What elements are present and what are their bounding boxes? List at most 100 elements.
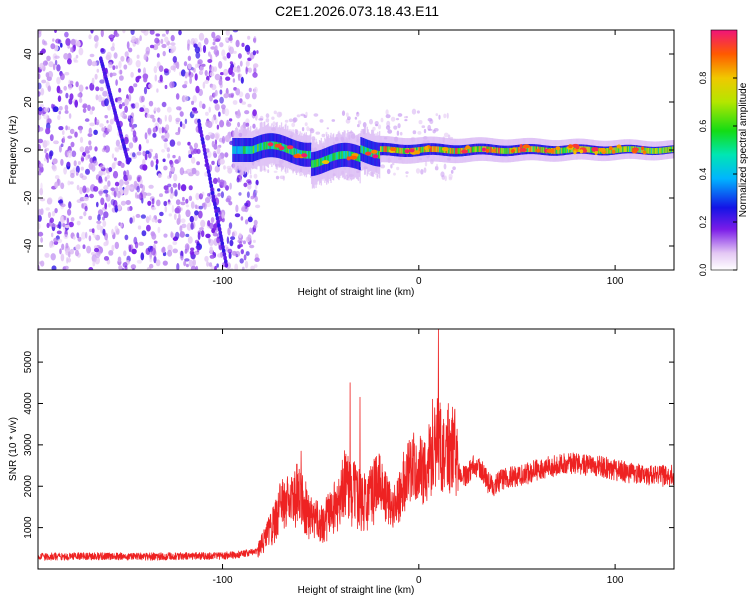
signal-hotspot	[519, 144, 523, 149]
signal-band-core	[374, 150, 376, 158]
noise-speckle	[229, 239, 234, 247]
noise-speckle	[162, 260, 168, 266]
noise-speckle	[223, 165, 226, 170]
noise-speckle	[183, 95, 189, 102]
noise-speckle	[89, 110, 94, 115]
noise-speckle	[377, 124, 382, 130]
noise-speckle	[159, 193, 163, 198]
noise-speckle	[205, 233, 211, 239]
noise-speckle	[76, 220, 81, 226]
signal-band-core	[403, 148, 405, 154]
signal-band-core	[251, 146, 254, 154]
signal-band-core	[259, 143, 261, 151]
noise-speckle	[138, 144, 142, 152]
signal-band-core	[433, 146, 435, 152]
noise-speckle	[145, 150, 150, 155]
noise-speckle	[153, 240, 158, 244]
signal-band-core	[379, 150, 381, 159]
signal-band-core	[643, 147, 645, 154]
signal-band-core	[541, 147, 543, 153]
noise-speckle	[178, 155, 181, 163]
noise-speckle	[191, 100, 194, 105]
noise-speckle	[417, 131, 422, 135]
signal-band-core	[257, 144, 259, 152]
noise-speckle	[73, 160, 77, 167]
signal-band-core	[530, 146, 532, 152]
signal-band-core	[648, 147, 650, 154]
noise-speckle	[44, 140, 50, 146]
noise-speckle	[64, 265, 69, 270]
noise-speckle	[77, 236, 82, 242]
noise-speckle	[58, 106, 63, 111]
signal-band-core	[499, 147, 501, 154]
signal-band-core	[607, 148, 610, 154]
noise-speckle	[390, 164, 393, 169]
figure-title: C2E1.2026.073.18.43.E11	[275, 3, 439, 19]
signal-band-core	[644, 147, 646, 154]
noise-speckle	[89, 122, 95, 127]
signal-band-core	[449, 147, 451, 154]
noise-speckle	[380, 164, 386, 169]
noise-speckle	[205, 120, 210, 127]
noise-speckle	[239, 60, 243, 67]
y-tick-label: 20	[23, 96, 34, 108]
noise-speckle	[158, 65, 164, 72]
noise-speckle	[188, 195, 193, 201]
signal-band-core	[572, 146, 574, 153]
signal-band-core	[518, 147, 520, 153]
noise-speckle	[154, 74, 158, 82]
noise-speckle	[246, 191, 250, 198]
signal-band-core	[467, 147, 469, 153]
noise-speckle	[218, 61, 223, 69]
noise-speckle	[47, 197, 53, 205]
noise-speckle	[127, 174, 132, 180]
signal-band-core	[379, 146, 382, 152]
noise-speckle	[117, 190, 121, 199]
noise-speckle	[89, 193, 94, 199]
streak-2-segment	[224, 262, 229, 268]
signal-band-core	[455, 148, 458, 154]
signal-band-core	[567, 147, 569, 153]
signal-band-core	[509, 147, 511, 154]
noise-speckle	[212, 41, 216, 46]
noise-speckle	[211, 160, 215, 165]
noise-speckle	[43, 113, 49, 120]
signal-hotspot	[372, 154, 379, 159]
noise-speckle	[101, 127, 105, 132]
signal-hotspot	[274, 143, 282, 148]
noise-speckle	[199, 227, 204, 231]
noise-speckle	[65, 125, 68, 131]
noise-speckle	[61, 243, 65, 250]
signal-band-core	[447, 147, 450, 154]
noise-speckle	[440, 171, 445, 178]
noise-speckle	[209, 254, 215, 259]
signal-band-core	[287, 145, 289, 154]
noise-speckle	[206, 261, 210, 267]
noise-speckle	[146, 139, 149, 144]
signal-band-core	[262, 142, 264, 151]
signal-band-core	[327, 155, 329, 163]
signal-hotspot	[293, 154, 301, 159]
noise-speckle	[196, 161, 201, 166]
noise-speckle	[135, 213, 141, 218]
noise-speckle	[81, 203, 84, 209]
noise-speckle	[397, 113, 403, 117]
noise-speckle	[174, 189, 178, 197]
noise-speckle	[105, 194, 111, 202]
noise-speckle	[197, 210, 203, 219]
signal-band-core	[415, 147, 417, 154]
snr-y-axis-label: SNR (10 * v/v)	[8, 417, 19, 481]
signal-band-core	[472, 146, 474, 153]
signal-hotspot	[349, 155, 358, 160]
noise-speckle	[154, 152, 158, 159]
noise-speckle	[193, 142, 199, 149]
noise-speckle	[99, 97, 106, 101]
signal-band-core	[474, 146, 476, 153]
noise-speckle	[190, 222, 194, 230]
signal-band-core	[284, 144, 286, 153]
noise-speckle	[237, 73, 241, 81]
signal-hotspot	[631, 149, 638, 154]
noise-speckle	[347, 116, 351, 121]
noise-speckle	[234, 263, 239, 270]
